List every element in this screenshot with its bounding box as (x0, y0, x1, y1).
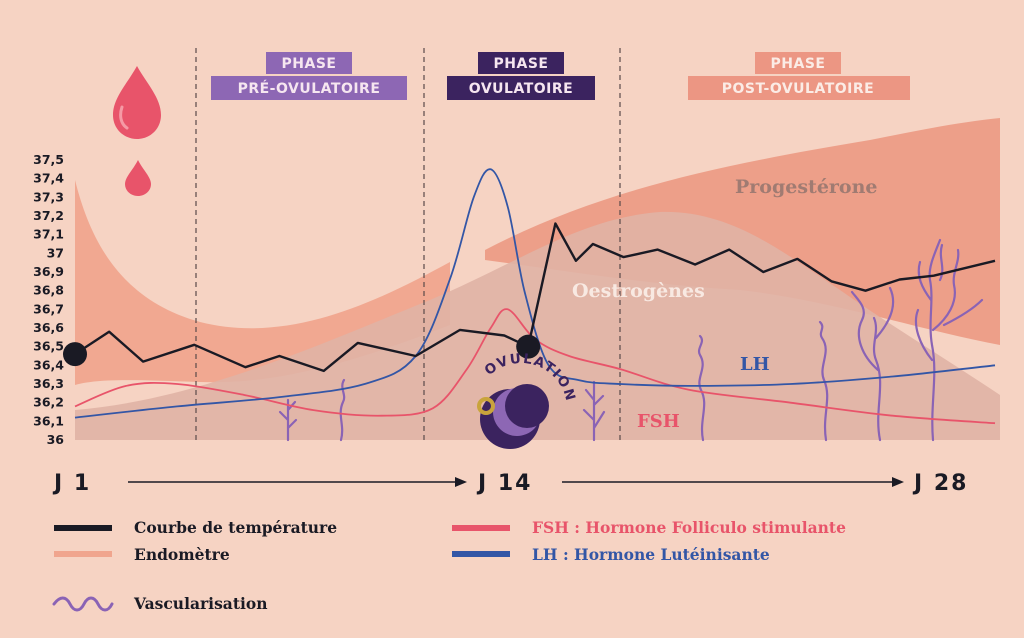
oestrogenes-label: Oestrogènes (572, 280, 705, 302)
day-mid-label: J 14 (476, 471, 532, 496)
legend-vascularisation-icon (52, 596, 114, 612)
legend: Courbe de température Endomètre Vascular… (52, 518, 846, 613)
temperature-marker (63, 342, 87, 367)
vessel-4 (697, 334, 706, 442)
y-tick-label: 36,2 (33, 395, 64, 410)
legend-temperature-label: Courbe de température (134, 518, 337, 537)
lh-label: LH (740, 354, 770, 375)
y-tick-label: 36 (47, 432, 65, 447)
lh-curve (74, 168, 996, 419)
vessel-1 (278, 398, 298, 442)
fsh-label: FSH (637, 411, 680, 432)
ovulation-moon-cut-icon (505, 384, 549, 428)
small-blood-drop-icon (125, 160, 151, 196)
legend-lh-label: LH : Hormone Lutéinisante (532, 545, 770, 564)
phase-dividers (195, 48, 621, 440)
y-tick-label: 36,1 (33, 413, 64, 428)
y-tick-label: 36,6 (33, 320, 64, 335)
ovum-icon (477, 397, 495, 415)
y-axis-ticks: 37,5 37,4 37,3 37,2 37,1 37 36,9 36,8 36,7 36,6 36… (33, 152, 64, 447)
phase-post-line1: PHASE (771, 56, 826, 72)
legend-vascularisation-label: Vascularisation (133, 594, 268, 613)
legend-endometre-label: Endomètre (134, 545, 230, 564)
fsh-curve (74, 308, 996, 425)
day-start-label: J 1 (52, 471, 91, 496)
y-tick-label: 37,5 (33, 152, 64, 167)
phase-label-ovu: PHASE OVULATOIRE (447, 52, 595, 100)
blood-drop-icon (113, 66, 161, 139)
y-tick-label: 37,3 (33, 189, 64, 204)
phase-label-post: PHASE POST-OVULATOIRE (688, 52, 910, 100)
series-layer (63, 168, 996, 425)
phase-box-ovu-top (478, 52, 564, 74)
phase-box-ovu-bottom (447, 76, 595, 100)
phase-pre-line2: PRÉ-OVULATOIRE (238, 80, 381, 97)
phase-pre-line1: PHASE (282, 56, 337, 72)
vessel-3 (582, 380, 606, 442)
day-arrow-1-head (455, 477, 467, 487)
y-tick-label: 37,1 (33, 227, 64, 242)
phase-box-post-top (755, 52, 841, 74)
temperature-marker (516, 334, 541, 359)
y-tick-label: 36,7 (33, 301, 64, 316)
phase-post-line2: POST-OVULATOIRE (722, 81, 874, 97)
vascularisation-vessels (278, 238, 984, 442)
y-tick-label: 36,8 (33, 283, 64, 298)
day-axis: J 1 J 14 J 28 (52, 471, 968, 496)
phase-box-pre-top (266, 52, 352, 74)
y-tick-label: 36,5 (33, 339, 64, 354)
y-tick-label: 37 (47, 245, 64, 260)
phase-ovu-line1: PHASE (494, 56, 549, 72)
y-tick-label: 36,9 (33, 264, 64, 279)
day-arrow-2-head (892, 477, 904, 487)
vessel-2 (339, 378, 346, 442)
phase-box-pre-bottom (211, 76, 407, 100)
vessel-7 (914, 238, 984, 442)
vessel-5 (818, 320, 829, 442)
y-tick-label: 36,4 (33, 357, 64, 372)
phase-box-post-bottom (688, 76, 910, 100)
day-end-label: J 28 (912, 471, 968, 496)
phase-label-pre: PHASE PRÉ-OVULATOIRE (211, 52, 407, 100)
y-tick-label: 37,4 (33, 171, 64, 186)
phase-ovu-line2: OVULATOIRE (469, 81, 573, 97)
progesterone-label: Progestérone (735, 176, 878, 198)
y-tick-label: 36,3 (33, 376, 64, 391)
vessel-6 (850, 286, 895, 442)
legend-fsh-label: FSH : Hormone Folliculo stimulante (532, 518, 846, 537)
temperature-curve (74, 222, 996, 373)
y-tick-label: 37,2 (33, 208, 64, 223)
